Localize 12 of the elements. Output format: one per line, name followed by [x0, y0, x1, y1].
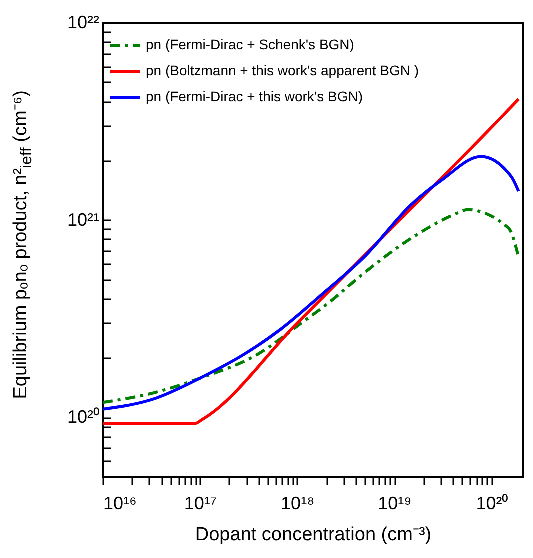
- y-tick-label: 10²⁰: [67, 407, 100, 428]
- x-tick-label: 10¹⁸: [281, 494, 315, 514]
- legend-label: pn (Fermi-Dirac + Schenk's BGN): [146, 36, 354, 52]
- x-tick-label: 10²⁰: [476, 494, 508, 514]
- legend-label: pn (Boltzmann + this work's apparent BGN ): [146, 62, 420, 78]
- x-axis-title: Dopant concentration (cm⁻³): [195, 524, 432, 546]
- y-tick-label: 10²¹: [67, 210, 100, 230]
- x-tick-label: 10¹⁶: [104, 494, 137, 514]
- x-tick-label: 10¹⁷: [184, 494, 217, 514]
- y-tick-label: 10²²: [67, 12, 100, 32]
- x-tick-label: 10¹⁹: [378, 494, 412, 514]
- legend-label: pn (Fermi-Dirac + this work's BGN): [146, 88, 363, 104]
